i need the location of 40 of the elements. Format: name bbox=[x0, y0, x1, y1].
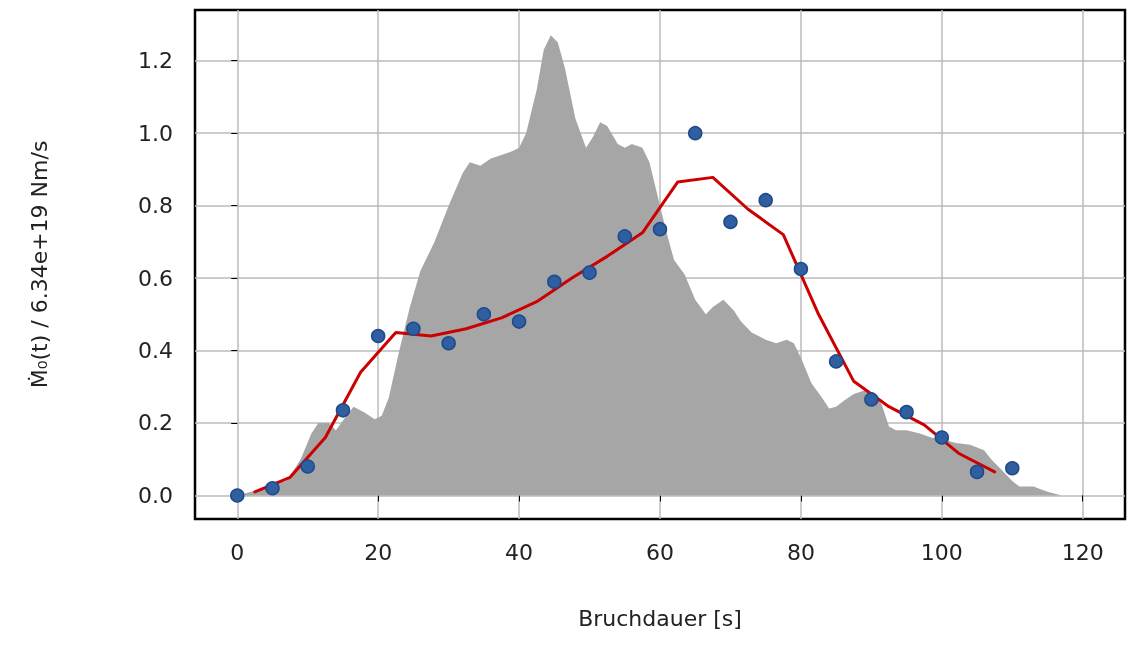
y-tick-label: 0.0 bbox=[138, 482, 173, 508]
point bbox=[511, 314, 527, 329]
point bbox=[828, 354, 844, 369]
point bbox=[758, 192, 773, 208]
point bbox=[652, 221, 668, 237]
point bbox=[723, 214, 738, 230]
line-series bbox=[253, 175, 997, 494]
y-tick-label: 1.0 bbox=[138, 120, 173, 146]
point bbox=[300, 459, 315, 474]
x-tick-label: 20 bbox=[364, 539, 393, 565]
point bbox=[969, 464, 985, 480]
x-tick-label: 80 bbox=[786, 539, 815, 565]
point bbox=[617, 229, 633, 244]
y-tick-label: 1.2 bbox=[138, 48, 173, 74]
y-tick-label: 0.2 bbox=[138, 410, 173, 436]
y-tick-label: 0.4 bbox=[138, 338, 173, 364]
x-tick-label: 60 bbox=[646, 539, 674, 565]
point bbox=[547, 274, 562, 289]
point bbox=[793, 261, 809, 277]
point bbox=[864, 392, 879, 407]
x-tick-label: 120 bbox=[1061, 539, 1104, 565]
x-tick-label: 40 bbox=[505, 539, 534, 565]
point bbox=[335, 403, 351, 418]
point bbox=[687, 125, 703, 141]
x-tick-label: 0 bbox=[230, 539, 245, 565]
y-tick-label: 0.8 bbox=[138, 193, 173, 219]
x-tick-label: 100 bbox=[920, 539, 963, 565]
point bbox=[370, 328, 386, 344]
point bbox=[230, 488, 245, 503]
point bbox=[934, 430, 950, 445]
point bbox=[476, 307, 492, 322]
point bbox=[1005, 461, 1020, 476]
y-axis-title: Ṁ₀(t) / 6.34e+19 Nm/s bbox=[26, 140, 52, 389]
point bbox=[441, 336, 456, 351]
point bbox=[899, 404, 914, 420]
point bbox=[265, 480, 280, 496]
y-tick-label: 0.6 bbox=[138, 265, 173, 291]
point bbox=[582, 265, 597, 280]
x-axis-title: Bruchdauer [s] bbox=[578, 605, 742, 631]
point bbox=[406, 321, 421, 337]
